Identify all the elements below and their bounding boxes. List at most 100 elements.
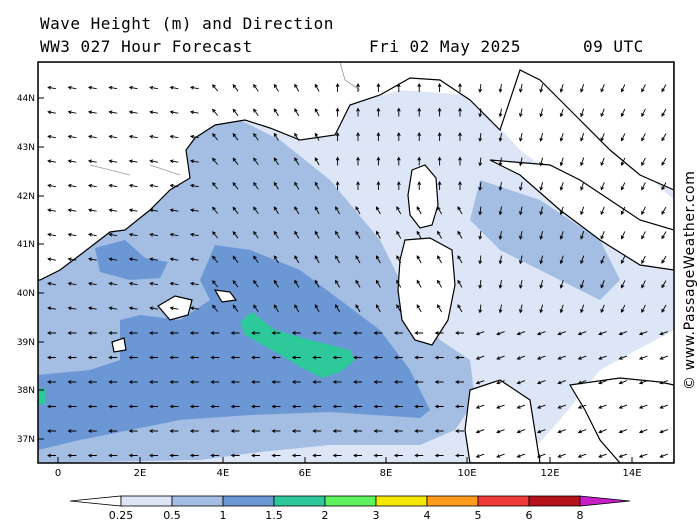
direction-arrow <box>457 230 463 239</box>
direction-arrow <box>661 84 667 93</box>
direction-arrow <box>335 83 340 92</box>
direction-arrow <box>128 453 138 458</box>
direction-arrow <box>169 355 179 360</box>
direction-arrow <box>87 281 97 286</box>
direction-arrow <box>475 404 485 409</box>
lat-label-40n: 40N <box>17 289 35 299</box>
direction-arrow <box>128 208 138 213</box>
direction-arrow <box>557 404 566 409</box>
direction-arrow <box>598 355 607 360</box>
direction-arrow <box>87 429 97 433</box>
direction-arrow <box>314 181 320 190</box>
direction-arrow <box>149 110 158 115</box>
direction-arrow <box>335 279 340 288</box>
direction-arrow <box>271 380 281 384</box>
direction-arrow <box>356 132 360 141</box>
direction-arrow <box>600 133 605 142</box>
direction-arrow <box>189 331 199 335</box>
direction-arrow <box>108 306 118 311</box>
direction-arrow <box>557 355 566 360</box>
direction-arrow <box>251 380 260 384</box>
direction-arrow <box>291 429 301 433</box>
direction-arrow <box>416 230 422 239</box>
direction-arrow <box>355 255 361 264</box>
direction-arrow <box>294 279 300 288</box>
direction-arrow <box>273 206 279 215</box>
direction-arrow <box>580 304 585 314</box>
direction-arrow <box>373 331 383 335</box>
lon-label-6e: 6E <box>299 468 312 479</box>
direction-arrow <box>47 331 56 335</box>
direction-arrow <box>457 206 463 215</box>
direction-arrow <box>417 107 422 117</box>
sardinia <box>397 237 456 346</box>
direction-arrow <box>273 279 279 288</box>
direction-arrow <box>396 230 402 239</box>
direction-arrow <box>373 404 383 409</box>
direction-arrow <box>47 232 56 237</box>
direction-arrow <box>230 331 240 335</box>
lon-label-0: 0 <box>55 468 61 479</box>
direction-arrow <box>314 255 320 264</box>
legend-label: 8 <box>577 509 584 522</box>
direction-arrow <box>396 304 402 313</box>
direction-arrow <box>230 380 240 384</box>
direction-arrow <box>169 453 179 458</box>
direction-arrow <box>396 279 402 288</box>
legend-swatch-1-1.5 <box>222 495 275 507</box>
direction-arrow <box>312 453 322 458</box>
direction-arrow <box>355 206 361 215</box>
direction-arrow <box>437 132 442 141</box>
direction-arrow <box>498 280 503 289</box>
direction-arrow <box>518 230 523 240</box>
direction-arrow <box>314 230 320 239</box>
direction-arrow <box>577 331 587 336</box>
direction-arrow <box>393 331 403 335</box>
mallorca <box>157 295 193 321</box>
direction-arrow <box>67 429 77 433</box>
direction-arrow <box>600 108 605 118</box>
direction-arrow <box>67 232 77 237</box>
direction-arrow <box>659 380 668 385</box>
direction-arrow <box>641 255 646 264</box>
direction-arrow <box>67 159 77 164</box>
direction-arrow <box>577 404 587 409</box>
legend-label: 5 <box>475 509 482 522</box>
direction-arrow <box>169 85 179 90</box>
direction-arrow <box>87 159 97 164</box>
direction-arrow <box>210 355 220 360</box>
direction-arrow <box>618 429 628 434</box>
direction-arrow <box>87 232 97 237</box>
direction-arrow <box>375 279 381 288</box>
direction-arrow <box>230 404 240 409</box>
direction-arrow <box>108 355 118 360</box>
direction-arrow <box>67 110 77 115</box>
direction-arrow <box>580 206 585 216</box>
direction-arrow <box>149 208 158 213</box>
direction-arrow <box>189 306 199 311</box>
direction-arrow <box>291 453 301 458</box>
direction-arrow <box>536 355 546 360</box>
direction-arrow <box>416 304 422 313</box>
direction-arrow <box>557 331 566 336</box>
direction-arrow <box>335 107 340 117</box>
direction-arrow <box>437 255 442 264</box>
direction-arrow <box>353 429 362 433</box>
direction-arrow <box>475 355 485 360</box>
lat-label-38n: 38N <box>17 386 35 396</box>
direction-arrow <box>335 255 340 264</box>
direction-arrow <box>332 355 342 360</box>
direction-arrow <box>47 183 56 188</box>
direction-arrow <box>557 429 566 434</box>
lon-label-12e: 12E <box>540 468 559 479</box>
direction-arrow <box>559 280 564 289</box>
direction-arrow <box>149 183 158 188</box>
direction-arrow <box>232 206 239 214</box>
direction-arrow <box>253 108 259 117</box>
direction-arrow <box>620 304 626 313</box>
direction-arrow <box>518 83 523 93</box>
direction-arrow <box>434 355 444 360</box>
direction-arrow <box>557 453 566 458</box>
direction-arrow <box>67 85 77 90</box>
direction-arrow <box>314 206 320 215</box>
